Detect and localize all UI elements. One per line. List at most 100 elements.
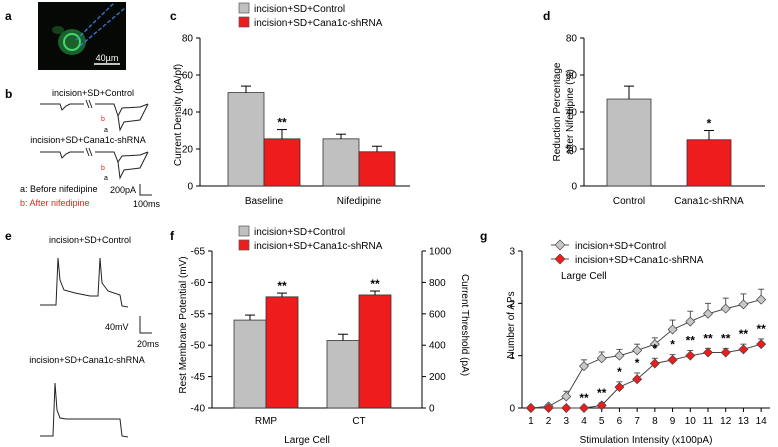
g-x-tick-label: 13 <box>738 416 750 427</box>
g-y-tick-label: 1 <box>509 351 515 362</box>
b-shrna-trace-pre <box>40 151 84 159</box>
e-control-label: incision+SD+Control <box>49 235 131 245</box>
g-point-control <box>756 294 767 305</box>
g-x-tick-label: 8 <box>652 416 658 427</box>
chart-c: c incision+SD+Control incision+SD+Cana1c… <box>170 2 410 207</box>
g-x-tick-label: 9 <box>670 416 676 427</box>
e-scale-x-label: 20ms <box>137 339 160 349</box>
f-x-tick-label: RMP <box>255 416 278 427</box>
b-control-mark-a: a <box>104 127 108 134</box>
panel-d-letter: d <box>543 9 550 23</box>
panel-g-letter: g <box>480 229 487 243</box>
b-scale-bar <box>139 184 152 196</box>
g-x-tick-label: 14 <box>756 416 768 427</box>
d-x-tick-label: Control <box>613 196 645 207</box>
g-x-tick-label: 2 <box>546 416 552 427</box>
g-legend-label-shrna: incision+SD+Cana1c-shRNA <box>575 255 704 266</box>
g-point-shrna <box>649 358 660 369</box>
c-significance-mark: ** <box>277 116 287 130</box>
electrode-edge-lower <box>79 7 126 47</box>
panel-c-letter: c <box>170 9 177 23</box>
c-bar <box>227 92 265 187</box>
g-point-shrna <box>756 339 767 350</box>
g-x-tick-label: 11 <box>703 416 714 427</box>
g-point-control <box>667 324 678 335</box>
b-control-mark-b: b <box>101 116 105 123</box>
g-significance-mark: * <box>670 338 675 352</box>
c-bar <box>322 138 360 187</box>
g-point-control <box>703 308 713 319</box>
b-shrna-break-1 <box>85 147 90 157</box>
f-legend-label-control: incision+SD+Control <box>254 227 345 238</box>
g-significance-mark: ** <box>579 391 589 405</box>
c-legend-label-shrna: incision+SD+Cana1c-shRNA <box>254 18 383 29</box>
g-inner-label: Large Cell <box>561 271 607 282</box>
f-x-tick-label: CT <box>352 416 365 427</box>
g-x-tick-label: 10 <box>685 416 697 427</box>
f-right-y-tick-label: 400 <box>429 341 446 352</box>
g-point-control <box>632 345 643 356</box>
f-left-y-tick-label: -60 <box>191 278 206 289</box>
g-point-control <box>579 361 589 372</box>
d-x-tick-label: Cana1c-shRNA <box>674 196 744 207</box>
c-bar <box>263 138 301 187</box>
c-x-tick-label: Baseline <box>245 196 284 207</box>
b-scale-y-label: 200pA <box>110 185 136 195</box>
d-y-axis-label-line2: after Nifedipine (%) <box>565 69 576 155</box>
c-y-tick-label: 80 <box>182 34 194 45</box>
f-significance-mark: ** <box>370 277 380 291</box>
f-left-y-tick-label: -55 <box>191 309 206 320</box>
e-control-voltage-trace <box>40 257 129 308</box>
g-point-control <box>614 350 625 361</box>
f-right-y-tick-label: 800 <box>429 278 446 289</box>
g-point-shrna <box>703 347 713 358</box>
c-legend-swatch-shrna <box>238 16 250 28</box>
panel-b-letter: b <box>5 87 12 101</box>
g-point-shrna <box>543 403 554 413</box>
g-significance-mark: ** <box>597 386 607 400</box>
g-point-shrna <box>685 350 696 361</box>
g-y-tick-label: 0 <box>509 404 515 415</box>
b-legend-after: b: After nifedipine <box>20 198 90 208</box>
e-scale-y-label: 40mV <box>105 322 129 332</box>
b-control-trace-pre <box>40 103 84 111</box>
g-x-tick-label: 7 <box>634 416 640 427</box>
f-significance-mark: ** <box>277 279 287 293</box>
b-shrna-mark-b: b <box>101 165 105 172</box>
g-x-tick-label: 5 <box>599 416 605 427</box>
c-legend-label-control: incision+SD+Control <box>254 4 345 15</box>
b-control-break-1 <box>85 99 90 109</box>
f-right-y-tick-label: 200 <box>429 372 446 383</box>
f-bar <box>233 319 267 409</box>
f-x-axis-label: Large Cell <box>284 435 330 446</box>
electrode-edge-upper <box>75 2 115 41</box>
f-right-y-tick-label: 0 <box>429 404 435 415</box>
b-shrna-current-trace <box>40 147 149 180</box>
g-point-shrna <box>614 382 625 393</box>
f-y-axis-label-left: Rest Membrane Potential (mV) <box>178 256 189 393</box>
d-y-tick-label: 20 <box>566 145 578 156</box>
g-point-shrna <box>632 374 643 385</box>
panel-f-letter: f <box>170 229 175 243</box>
g-y-axis-label: Number of APs <box>506 291 517 358</box>
g-y-tick-label: 3 <box>509 247 515 258</box>
g-significance-mark: * <box>617 365 622 379</box>
g-y-tick-label: 2 <box>509 299 515 310</box>
b-control-trace-a <box>117 103 149 132</box>
g-legend-marker-shrna <box>554 253 566 265</box>
g-significance-mark: * <box>653 341 658 355</box>
g-x-tick-label: 12 <box>720 416 732 427</box>
c-y-tick-label: 20 <box>182 145 194 156</box>
f-legend-swatch-shrna <box>238 239 250 251</box>
g-significance-mark: * <box>635 356 640 370</box>
b-shrna-trace-a <box>117 151 149 180</box>
d-y-tick-label: 0 <box>571 182 577 193</box>
f-y-axis-label-right: Current Threshold (pA) <box>459 274 470 376</box>
e-scale-bar <box>139 316 152 334</box>
g-point-control <box>561 391 572 402</box>
chart-d: d Reduction Percentage after Nifedipine … <box>543 9 765 207</box>
g-x-tick-label: 1 <box>528 416 534 427</box>
panel-a: a 40µm <box>5 2 126 70</box>
g-x-tick-label: 3 <box>564 416 570 427</box>
d-bar <box>686 139 732 187</box>
